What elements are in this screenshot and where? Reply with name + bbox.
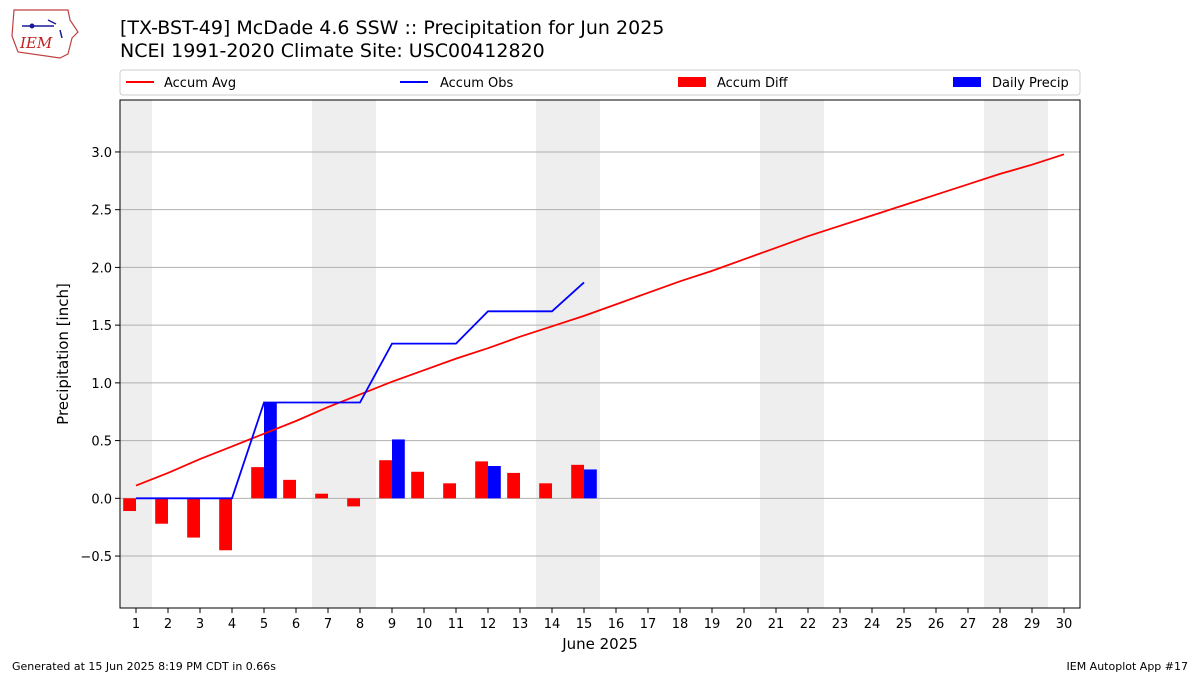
legend: Accum Avg Accum Obs Accum Diff Daily Precip <box>119 69 1081 96</box>
x-tick-label: 28 <box>992 617 1009 632</box>
footer-generated: Generated at 15 Jun 2025 8:19 PM CDT in … <box>12 660 277 673</box>
daily-bar <box>488 465 501 499</box>
daily-bar <box>392 439 405 499</box>
weekend-shade <box>1016 100 1048 608</box>
x-tick-label: 15 <box>576 617 593 632</box>
legend-label: Daily Precip <box>992 76 1069 91</box>
x-tick-label: 23 <box>832 617 849 632</box>
diff-bar <box>283 479 296 499</box>
diff-bar <box>251 467 264 499</box>
x-tick-label: 27 <box>960 617 977 632</box>
chart-title: [TX-BST-49] McDade 4.6 SSW :: Precipitat… <box>120 17 665 39</box>
legend-box <box>119 69 1081 96</box>
diff-bar <box>539 483 552 499</box>
accum-avg-line <box>135 153 1065 487</box>
x-tick-label: 1 <box>132 617 140 632</box>
diff-bar <box>507 472 520 499</box>
chart-subtitle: NCEI 1991-2020 Climate Site: USC00412820 <box>120 40 545 62</box>
x-tick-label: 17 <box>640 617 657 632</box>
diff-bar <box>347 498 360 507</box>
x-tick-label: 2 <box>164 617 172 632</box>
x-tick-label: 6 <box>292 617 300 632</box>
x-tick-label: 20 <box>736 617 753 632</box>
x-tick-label: 29 <box>1024 617 1041 632</box>
x-tick-label: 3 <box>196 617 204 632</box>
y-tick-label: 0.5 <box>91 435 112 450</box>
diff-bar <box>443 483 456 499</box>
x-tick-label: 12 <box>480 617 497 632</box>
x-tick-label: 10 <box>416 617 433 632</box>
legend-label: Accum Obs <box>440 76 513 91</box>
legend-swatch <box>953 77 981 87</box>
footer-app: IEM Autoplot App #17 <box>1066 660 1189 673</box>
y-tick-label: 1.5 <box>91 319 112 334</box>
diff-bar <box>155 498 168 524</box>
daily-bar <box>264 402 277 499</box>
diff-bar <box>219 498 232 551</box>
legend-swatch <box>678 77 706 87</box>
weekend-shade <box>344 100 376 608</box>
legend-label: Accum Diff <box>717 76 789 91</box>
x-tick-label: 14 <box>544 617 561 632</box>
weekend-shade <box>760 100 792 608</box>
diff-bar <box>379 460 392 499</box>
x-tick-label: 4 <box>228 617 236 632</box>
x-tick-label: 21 <box>768 617 785 632</box>
diff-bar <box>123 498 136 512</box>
x-tick-label: 8 <box>356 617 364 632</box>
accum-obs-line <box>136 281 585 500</box>
x-tick-label: 25 <box>896 617 913 632</box>
x-tick-label: 30 <box>1056 617 1073 632</box>
plot-frame <box>119 99 1081 609</box>
x-tick-label: 13 <box>512 617 529 632</box>
weekend-shade <box>536 100 568 608</box>
y-axis-label: Precipitation [inch] <box>54 283 72 425</box>
weekend-shade <box>120 100 152 608</box>
logo-text: IEM <box>19 34 53 52</box>
x-axis-label: June 2025 <box>561 635 638 653</box>
x-tick-label: 9 <box>388 617 396 632</box>
diff-bar <box>411 471 424 499</box>
y-tick-label: 1.0 <box>91 377 112 392</box>
x-tick-label: 11 <box>448 617 465 632</box>
diff-bar <box>187 498 200 538</box>
legend-label: Accum Avg <box>164 76 236 91</box>
x-tick-label: 5 <box>260 617 268 632</box>
y-tick-label: −0.5 <box>80 550 112 565</box>
x-tick-label: 18 <box>672 617 689 632</box>
daily-bar <box>584 469 597 499</box>
iem-logo: IEM <box>11 9 79 59</box>
y-tick-label: 2.5 <box>91 204 112 219</box>
x-tick-label: 16 <box>608 617 625 632</box>
x-tick-label: 7 <box>324 617 332 632</box>
x-tick-label: 24 <box>864 617 881 632</box>
weekend-shade <box>312 100 344 608</box>
x-tick-label: 19 <box>704 617 721 632</box>
x-tick-label: 26 <box>928 617 945 632</box>
y-tick-label: 0.0 <box>91 492 112 507</box>
diff-bar <box>315 493 328 499</box>
y-tick-label: 3.0 <box>91 146 112 161</box>
y-tick-label: 2.0 <box>91 261 112 276</box>
weekend-shade <box>792 100 824 608</box>
diff-bar <box>571 464 584 499</box>
weekend-shade <box>984 100 1016 608</box>
diff-bar <box>475 461 488 499</box>
weekend-shade <box>568 100 600 608</box>
x-tick-label: 22 <box>800 617 817 632</box>
